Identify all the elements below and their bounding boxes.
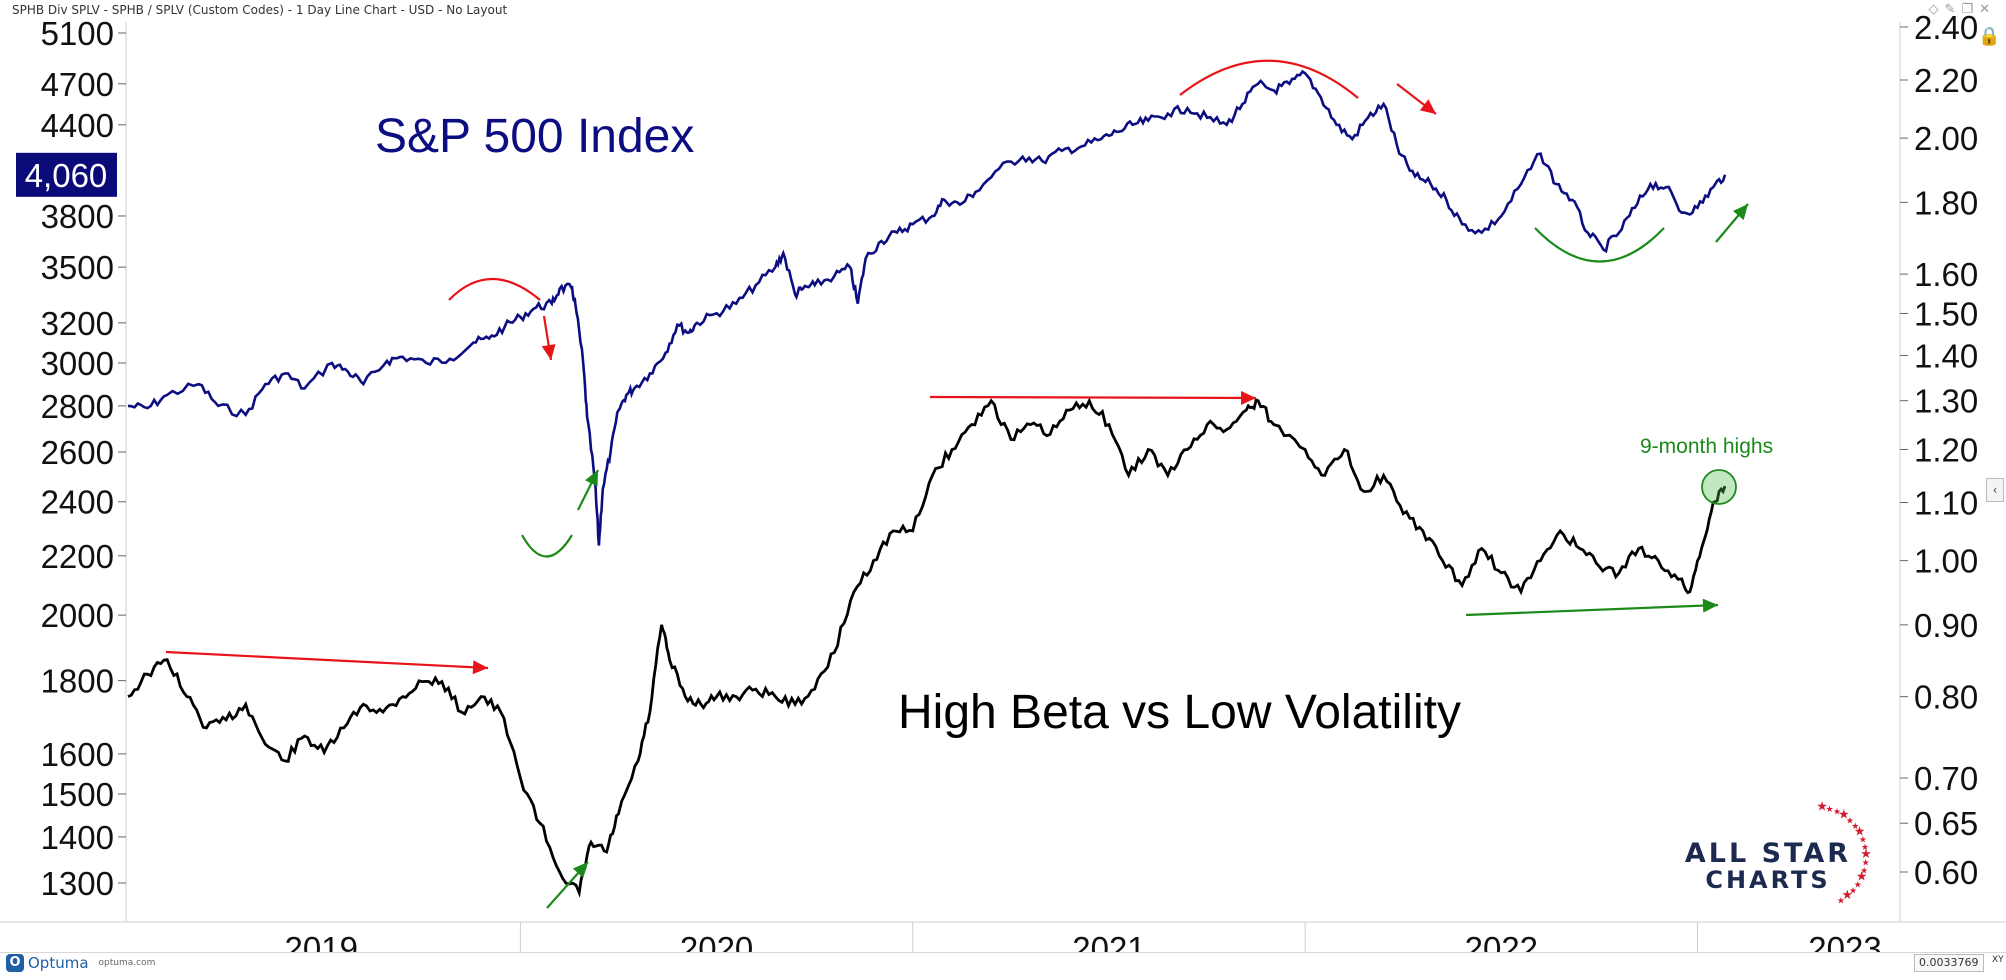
nine-month-highs-marker (1701, 469, 1737, 505)
spx-series-line (127, 69, 1727, 546)
ratio-series-line (127, 397, 1727, 898)
red-arrow-down-2020-head (541, 344, 556, 360)
logo-star: ★ (1854, 824, 1866, 839)
left-tick-label: 3500 (41, 249, 114, 286)
price-tag-box (16, 152, 117, 197)
red-arrow-2021-ratio (929, 395, 1257, 400)
left-tick-label: 3000 (41, 345, 114, 382)
ratio-series-label: High Beta vs Low Volatility (898, 686, 1461, 739)
green-arrow-ratio-2022-head (1702, 598, 1718, 613)
optuma-logo-icon: O (6, 954, 24, 972)
window-titlebar: SPHB Div SPLV - SPHB / SPLV (Custom Code… (0, 0, 2006, 22)
right-tick-label: 0.90 (1914, 607, 1978, 644)
left-tick-label: 1300 (41, 865, 114, 902)
top-arc-2020 (448, 278, 541, 301)
optuma-url: optuma.com (98, 958, 156, 968)
right-tick-label: 2.20 (1914, 62, 1978, 99)
left-tick-label: 1500 (41, 776, 114, 813)
right-tick-label: 1.30 (1914, 383, 1978, 420)
optuma-brand: Optuma (28, 954, 89, 972)
left-tick-label: 3200 (41, 305, 114, 342)
left-tick-label: 2000 (41, 597, 114, 634)
red-arrow-down-2021-head (1419, 99, 1436, 114)
logo-line-2: CHARTS (1705, 866, 1830, 894)
right-tick-label: 1.50 (1914, 295, 1978, 332)
logo-star: ★ (1859, 836, 1867, 846)
optuma-logo: O Optuma optuma.com (6, 954, 155, 972)
logo-star: ★ (1846, 816, 1854, 826)
right-tick-label: 0.65 (1914, 805, 1978, 842)
right-tick-label: 0.80 (1914, 679, 1978, 716)
left-tick-label: 1600 (41, 736, 114, 773)
nine-month-highs-callout: 9-month highs (1640, 435, 1773, 458)
right-tick-label: 1.40 (1914, 338, 1978, 375)
right-tick-label: 1.10 (1914, 485, 1978, 522)
left-tick-label: 1800 (41, 663, 114, 700)
current-ratio-readout: 0.0033769 (1914, 954, 1984, 972)
green-arrow-up-2020-head (585, 470, 598, 487)
logo-star: ★ (1841, 888, 1853, 903)
logo-star: ★ (1860, 847, 1872, 862)
left-tick-label: 4700 (41, 66, 114, 103)
right-tick-label: 1.60 (1914, 256, 1978, 293)
logo-star: ★ (1849, 887, 1857, 897)
left-tick-label: 2800 (41, 388, 114, 425)
right-tick-label: 0.60 (1914, 854, 1978, 891)
logo-star: ★ (1838, 807, 1850, 822)
right-axis: 0.60 0.65 0.70 0.80 0.90 1.00 1.10 1.20 1.30 1.40… (1900, 9, 1978, 891)
green-arrow-up-ratio-2020-head (572, 862, 588, 878)
left-tick-label: 3800 (41, 198, 114, 235)
window-title: SPHB Div SPLV - SPHB / SPLV (Custom Code… (12, 3, 508, 17)
close-icon[interactable]: ✕ (1979, 2, 1996, 17)
axis-mode-toggle[interactable]: XY (1992, 955, 2004, 965)
left-tick-label: 1400 (41, 819, 114, 856)
logo-star: ★ (1862, 859, 1870, 869)
restore-icon[interactable]: ❐ (1961, 2, 1980, 17)
left-tick-label: 5100 (41, 15, 114, 52)
logo-star: ★ (1860, 866, 1868, 876)
diamond-icon[interactable]: ◇ (1928, 2, 1945, 17)
logo-star: ★ (1837, 896, 1845, 906)
logo-star: ★ (1854, 880, 1862, 890)
logo-star: ★ (1861, 843, 1869, 853)
price-tag-label: 4,060 (25, 157, 108, 194)
logo-star: ★ (1851, 822, 1859, 832)
right-tick-label: 2.40 (1914, 9, 1978, 46)
chevron-left-icon[interactable]: ‹ (1986, 478, 2004, 502)
logo-star: ★ (1816, 799, 1828, 814)
right-tick-label: 1.00 (1914, 543, 1978, 580)
annotations (165, 59, 1749, 909)
top-arc-2021 (1179, 59, 1359, 99)
red-arrow-2021-ratio-head (1240, 390, 1256, 405)
right-tick-label: 1.80 (1914, 184, 1978, 221)
left-tick-label: 4400 (41, 107, 114, 144)
left-tick-label: 2400 (41, 484, 114, 521)
current-price-tag: 4,060 (16, 152, 117, 197)
window-controls[interactable]: ◇✎❐✕ (1929, 2, 1996, 17)
right-tick-label: 1.20 (1914, 431, 1978, 468)
red-arrow-2019-ratio-head (472, 660, 488, 675)
green-arrow-ratio-2022 (1465, 603, 1719, 617)
right-tick-label: 0.70 (1914, 760, 1978, 797)
left-tick-label: 2600 (41, 434, 114, 471)
left-tick-label: 2200 (41, 538, 114, 575)
bottom-arc-2022 (1534, 227, 1665, 263)
bottom-arc-2020 (521, 534, 573, 558)
gridlines (0, 22, 2006, 923)
lock-icon[interactable]: 🔒 (1978, 26, 2001, 47)
pin-icon[interactable]: ✎ (1944, 2, 1962, 17)
green-arrow-up-2023-head (1732, 204, 1748, 220)
logo-line-1: ALL STAR (1685, 838, 1851, 869)
logo-star: ★ (1833, 808, 1841, 818)
logo-star: ★ (1856, 870, 1868, 885)
red-arrow-2019-ratio (165, 650, 489, 670)
right-tick-label: 2.00 (1914, 120, 1978, 157)
spx-series-label: S&P 500 Index (375, 110, 694, 163)
status-bar (0, 952, 2006, 980)
logo-star: ★ (1826, 805, 1834, 815)
